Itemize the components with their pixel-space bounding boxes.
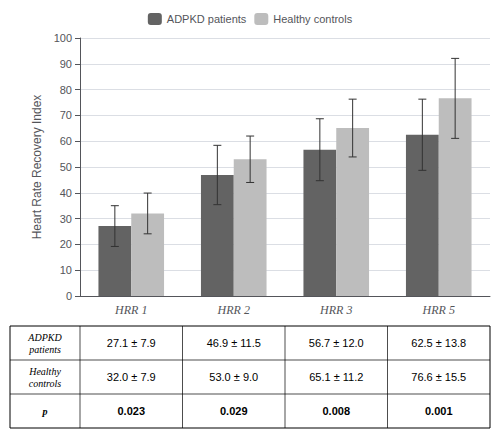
svg-text:Heart Rate Recovery Index: Heart Rate Recovery Index [30, 95, 44, 240]
svg-text:10: 10 [60, 264, 72, 276]
svg-text:0.029: 0.029 [220, 405, 248, 417]
svg-text:56.7 ± 12.0: 56.7 ± 12.0 [309, 337, 364, 349]
svg-text:46.9 ± 11.5: 46.9 ± 11.5 [207, 337, 261, 349]
svg-text:Healthy: Healthy [28, 366, 61, 377]
svg-text:patients: patients [28, 344, 61, 355]
svg-text:0.023: 0.023 [117, 405, 145, 417]
svg-text:0.001: 0.001 [425, 405, 453, 417]
svg-text:0.008: 0.008 [322, 405, 350, 417]
svg-text:HRR 5: HRR 5 [422, 303, 455, 317]
svg-text:30: 30 [60, 213, 72, 225]
svg-text:53.0 ± 9.0: 53.0 ± 9.0 [209, 371, 258, 383]
svg-text:60: 60 [60, 135, 72, 147]
svg-text:ADPKD: ADPKD [27, 332, 62, 343]
svg-text:40: 40 [60, 187, 72, 199]
svg-text:62.5 ± 13.8: 62.5 ± 13.8 [411, 337, 466, 349]
svg-text:p: p [42, 406, 48, 417]
svg-text:50: 50 [60, 161, 72, 173]
svg-text:20: 20 [60, 238, 72, 250]
svg-text:90: 90 [60, 58, 72, 70]
svg-text:70: 70 [60, 109, 72, 121]
svg-text:Healthy controls: Healthy controls [273, 13, 352, 25]
svg-text:80: 80 [60, 84, 72, 96]
svg-text:76.6 ± 15.5: 76.6 ± 15.5 [411, 371, 466, 383]
svg-text:100: 100 [54, 32, 72, 44]
svg-text:65.1 ± 11.2: 65.1 ± 11.2 [309, 371, 363, 383]
svg-text:HRR 2: HRR 2 [217, 303, 250, 317]
svg-text:0: 0 [66, 290, 72, 302]
svg-text:HRR 3: HRR 3 [319, 303, 352, 317]
svg-text:HRR 1: HRR 1 [114, 303, 147, 317]
svg-text:32.0 ± 7.9: 32.0 ± 7.9 [107, 371, 156, 383]
svg-text:27.1 ± 7.9: 27.1 ± 7.9 [107, 337, 156, 349]
svg-text:controls: controls [29, 378, 62, 389]
svg-text:ADPKD patients: ADPKD patients [167, 13, 247, 25]
